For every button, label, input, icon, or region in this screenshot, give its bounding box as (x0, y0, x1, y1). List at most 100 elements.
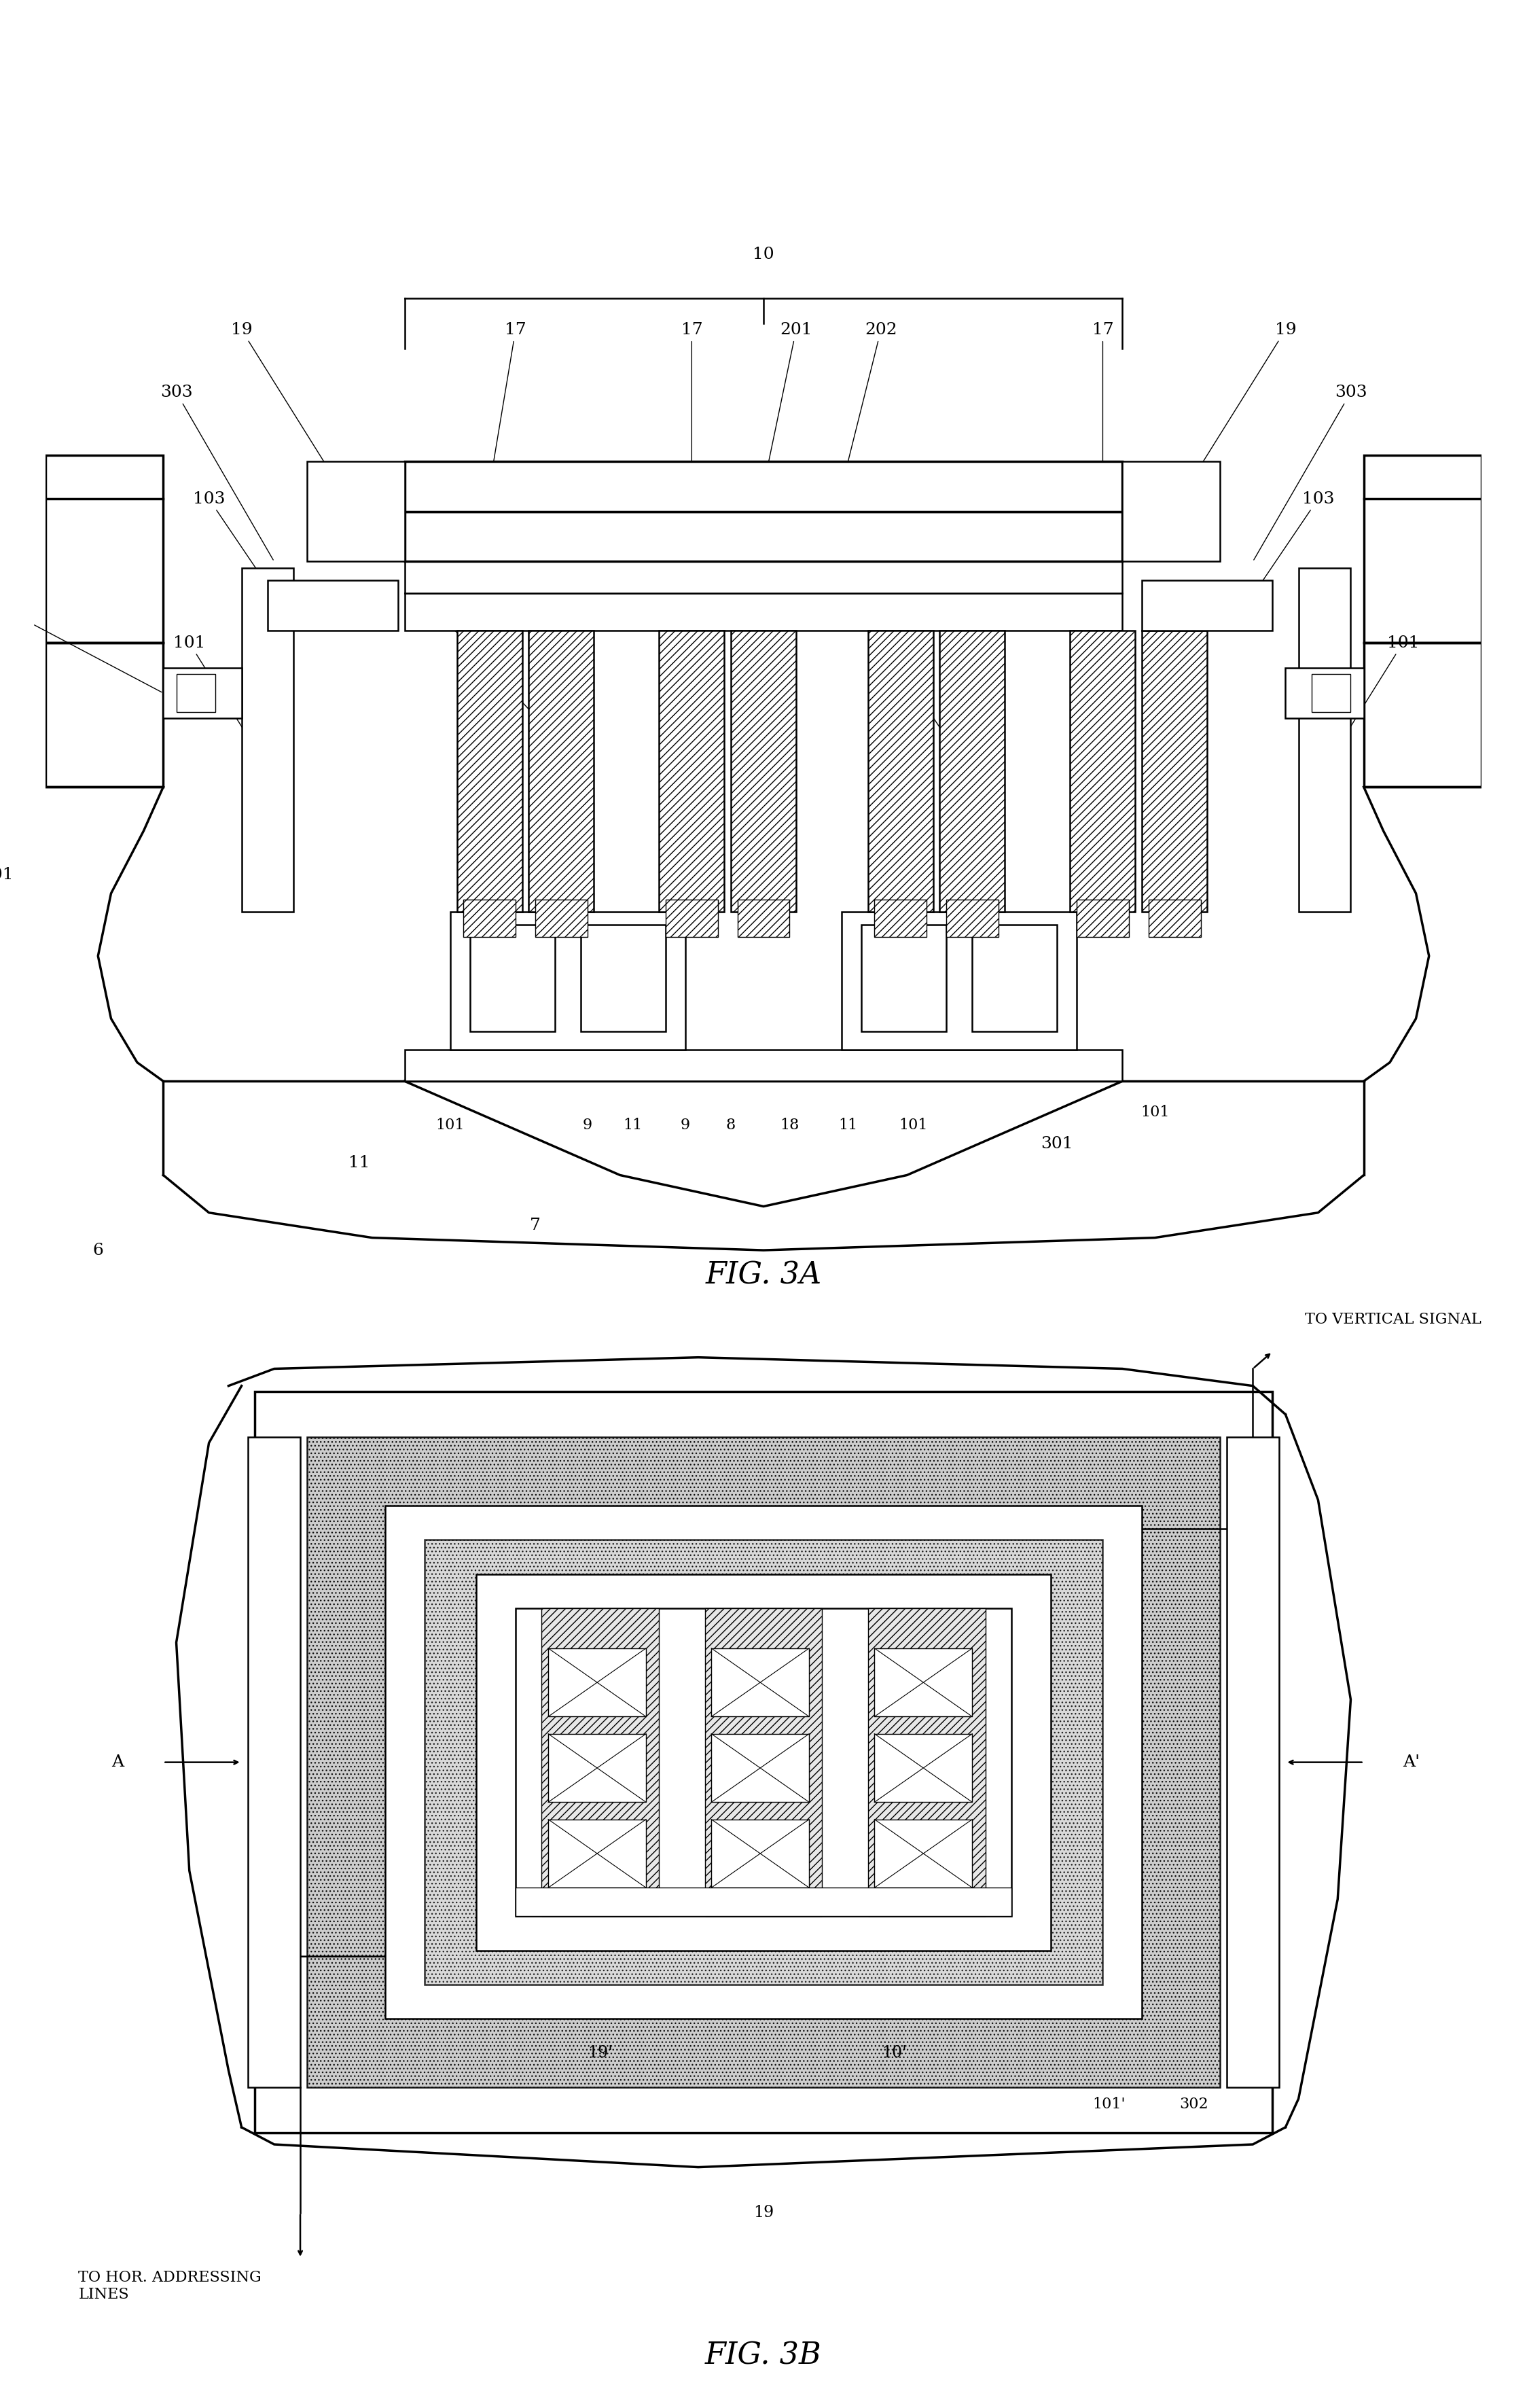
Bar (516, 1609, 1011, 1917)
Bar (457, 631, 522, 913)
Bar (307, 462, 405, 561)
Bar (542, 1609, 660, 1917)
Text: 101: 101 (899, 1117, 928, 1132)
Text: 303: 303 (1254, 385, 1367, 561)
Text: 17: 17 (764, 1548, 786, 1623)
Bar (241, 568, 293, 913)
Text: 6: 6 (93, 1243, 104, 1257)
Bar (1077, 901, 1128, 937)
Bar (1122, 462, 1220, 561)
Text: 101: 101 (1141, 1105, 1170, 1120)
Bar (163, 667, 241, 718)
Text: P: P (617, 973, 629, 990)
Bar (385, 1505, 1142, 2018)
Text: 201: 201 (764, 323, 812, 484)
Text: 103: 103 (192, 491, 293, 624)
Text: 303: 303 (160, 385, 273, 561)
Bar (247, 1438, 301, 2088)
Text: N: N (896, 973, 912, 990)
Bar (463, 901, 516, 937)
Text: A: A (111, 1755, 124, 1770)
Bar (660, 631, 724, 913)
Bar (1312, 674, 1351, 713)
Bar (476, 1575, 1051, 1950)
Bar (267, 580, 399, 631)
Bar (1142, 631, 1208, 913)
Text: FIG. 3A: FIG. 3A (705, 1262, 822, 1291)
Text: 202: 202 (843, 323, 898, 484)
Bar (875, 1647, 973, 1717)
Text: 17: 17 (927, 1548, 956, 1623)
Text: 101: 101 (173, 636, 267, 766)
Bar (939, 631, 1005, 913)
Text: 17: 17 (1092, 323, 1113, 484)
Text: FIG. 3B: FIG. 3B (705, 2341, 822, 2369)
Text: 19': 19' (588, 2044, 612, 2061)
Text: 19: 19 (753, 2206, 774, 2220)
Bar (470, 925, 554, 1031)
Text: 7: 7 (530, 1218, 541, 1233)
Text: 11: 11 (348, 1156, 370, 1170)
Text: 11: 11 (838, 1117, 858, 1132)
Text: 302: 302 (1180, 2097, 1208, 2112)
Text: 18: 18 (780, 1117, 799, 1132)
Bar (731, 631, 796, 913)
Bar (666, 901, 718, 937)
Bar (861, 925, 947, 1031)
Bar (534, 901, 588, 937)
Text: 10: 10 (753, 248, 774, 262)
Text: N: N (505, 973, 519, 990)
Bar (307, 1438, 1220, 2088)
Text: 301: 301 (0, 867, 14, 881)
Text: A': A' (1403, 1755, 1420, 1770)
Bar (712, 1647, 809, 1717)
Text: 17: 17 (589, 1548, 611, 1623)
Text: 9: 9 (681, 1117, 690, 1132)
Bar (548, 1647, 646, 1717)
Bar (1070, 631, 1136, 913)
Bar (425, 1539, 1102, 1984)
Text: 19: 19 (1188, 323, 1296, 484)
Text: TO HOR. ADDRESSING
LINES: TO HOR. ADDRESSING LINES (78, 2271, 261, 2302)
Bar (405, 561, 1122, 592)
Bar (867, 1609, 985, 1917)
Text: 301: 301 (1041, 1137, 1073, 1151)
Text: 16: 16 (669, 1548, 698, 1623)
Text: 19: 19 (231, 323, 339, 484)
Bar (705, 1609, 822, 1917)
Text: 11: 11 (623, 1117, 643, 1132)
Bar (46, 643, 163, 787)
Bar (875, 1734, 973, 1801)
Bar (738, 901, 789, 937)
Bar (516, 1888, 1011, 1917)
Bar (1364, 455, 1481, 643)
Text: 17: 17 (490, 323, 527, 484)
Bar (450, 913, 686, 1050)
Text: 101': 101' (1093, 2097, 1125, 2112)
Bar (712, 1734, 809, 1801)
Bar (875, 901, 927, 937)
Bar (1142, 580, 1272, 631)
Text: P: P (1009, 973, 1020, 990)
Text: 101: 101 (1325, 636, 1419, 766)
Text: 101: 101 (435, 1117, 464, 1132)
Bar (875, 1820, 973, 1888)
Bar (973, 925, 1057, 1031)
Bar (528, 631, 594, 913)
Text: 9: 9 (582, 1117, 592, 1132)
Bar (548, 1734, 646, 1801)
Bar (1286, 667, 1364, 718)
Text: 8: 8 (725, 1117, 736, 1132)
Bar (548, 1820, 646, 1888)
Bar (712, 1820, 809, 1888)
Text: 17: 17 (681, 323, 702, 484)
Text: TO VERTICAL SIGNAL: TO VERTICAL SIGNAL (1304, 1312, 1481, 1327)
Bar (255, 1392, 1272, 2133)
Bar (580, 925, 666, 1031)
Bar (867, 631, 933, 913)
Text: 10': 10' (881, 2044, 907, 2061)
Bar (1226, 1438, 1280, 2088)
Bar (1148, 901, 1200, 937)
Bar (1364, 643, 1481, 787)
Bar (1298, 568, 1351, 913)
